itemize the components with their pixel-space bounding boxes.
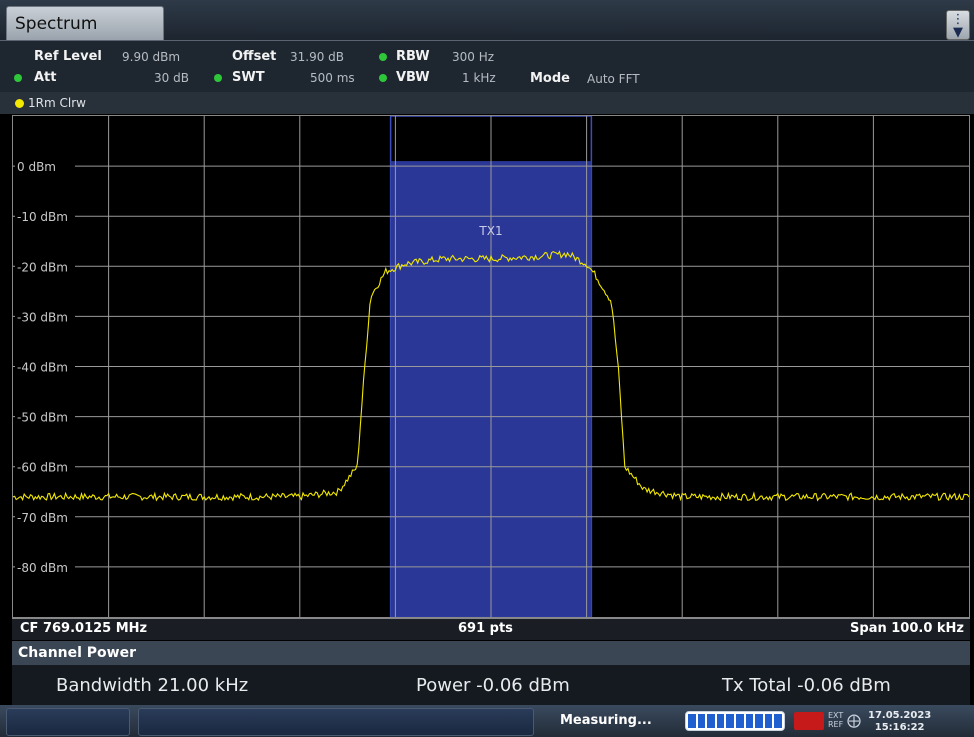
ref-label: REF [828,720,844,729]
att-label: Att [34,70,57,85]
spectrum-plot[interactable]: 0 dBm -10 dBm -20 dBm -30 dBm -40 dBm -50 dBm… [12,115,970,618]
tick-label-bg [15,507,75,526]
offset-value[interactable]: 31.90 dB [290,50,345,64]
tick-label-bg [15,207,75,226]
settings-panel: Ref Level 9.90 dBm Offset 31.90 dB RBW 3… [0,40,974,93]
mode-label: Mode [530,71,570,86]
y-tick-label: -20 dBm [17,260,68,274]
y-tick-label: -50 dBm [17,411,68,425]
rbw-label: RBW [396,49,430,64]
swt-indicator [214,74,222,82]
swt-value[interactable]: 500 ms [310,71,355,85]
tick-label-bg [15,407,75,426]
swt-label: SWT [232,70,265,85]
tick-label-bg [15,357,75,376]
ref-level-value[interactable]: 9.90 dBm [122,50,181,64]
power-result: Power -0.06 dBm [416,675,570,696]
bandwidth-result: Bandwidth 21.00 kHz [56,675,249,696]
measuring-status: Measuring... [560,713,652,728]
reference-icon: ⨁ [847,713,861,729]
tx-total-result: Tx Total -0.06 dBm [722,675,891,696]
trace-indicator-icon [15,99,24,108]
y-tick-label: 0 dBm [17,160,56,174]
y-tick-label: -80 dBm [17,561,68,575]
date: 17.05.2023 [868,710,932,721]
channel-power-header: Channel Power [12,641,970,665]
vbw-value[interactable]: 1 kHz [462,71,496,85]
mode-value[interactable]: Auto FFT [587,72,640,86]
y-tick-label: -70 dBm [17,511,68,525]
ext-label: EXT [828,711,844,720]
ref-level-label: Ref Level [34,49,102,64]
tick-label-bg [15,157,75,176]
plot-footer: CF 769.0125 MHz 691 pts Span 100.0 kHz [12,618,970,640]
y-tick-label: -30 dBm [17,310,68,324]
y-tick-label: -60 dBm [17,461,68,475]
status-message-area [138,708,534,736]
y-tick-label: -10 dBm [17,210,68,224]
trace-line [13,250,969,502]
ext-ref-indicator-icon [794,712,824,730]
tick-label-bg [15,307,75,326]
rbw-value[interactable]: 300 Hz [452,50,495,64]
att-indicator [14,74,22,82]
trace-label[interactable]: 1Rm Clrw [28,96,86,110]
spectrum-chart: 0 dBm -10 dBm -20 dBm -30 dBm -40 dBm -50 dBm… [13,116,969,617]
progress-bar [685,711,785,731]
vbw-indicator [379,74,387,82]
points-count: 691 pts [458,621,513,636]
channel-power-results: Bandwidth 21.00 kHz Power -0.06 dBm Tx T… [12,665,970,705]
att-value[interactable]: 30 dB [154,71,189,85]
offset-label: Offset [232,49,277,64]
trace-bar [0,92,974,114]
span-value[interactable]: Span 100.0 kHz [850,621,964,636]
tick-label-bg [15,257,75,276]
vbw-label: VBW [396,70,430,85]
center-frequency[interactable]: CF 769.0125 MHz [20,621,148,636]
menu-icon[interactable]: ⋮ ▼ [946,10,970,40]
rbw-indicator [379,53,387,61]
date-time: 17.05.2023 15:16:22 [868,710,931,734]
time: 15:16:22 [874,722,925,733]
tick-label-bg [15,557,75,576]
tab-spectrum[interactable]: Spectrum [6,6,164,40]
ext-ref-label: EXT REF [828,711,843,729]
y-tick-label: -40 dBm [17,361,68,375]
status-button-left[interactable] [6,708,130,736]
tick-label-bg [15,457,75,476]
channel-label: TX1 [478,224,502,238]
